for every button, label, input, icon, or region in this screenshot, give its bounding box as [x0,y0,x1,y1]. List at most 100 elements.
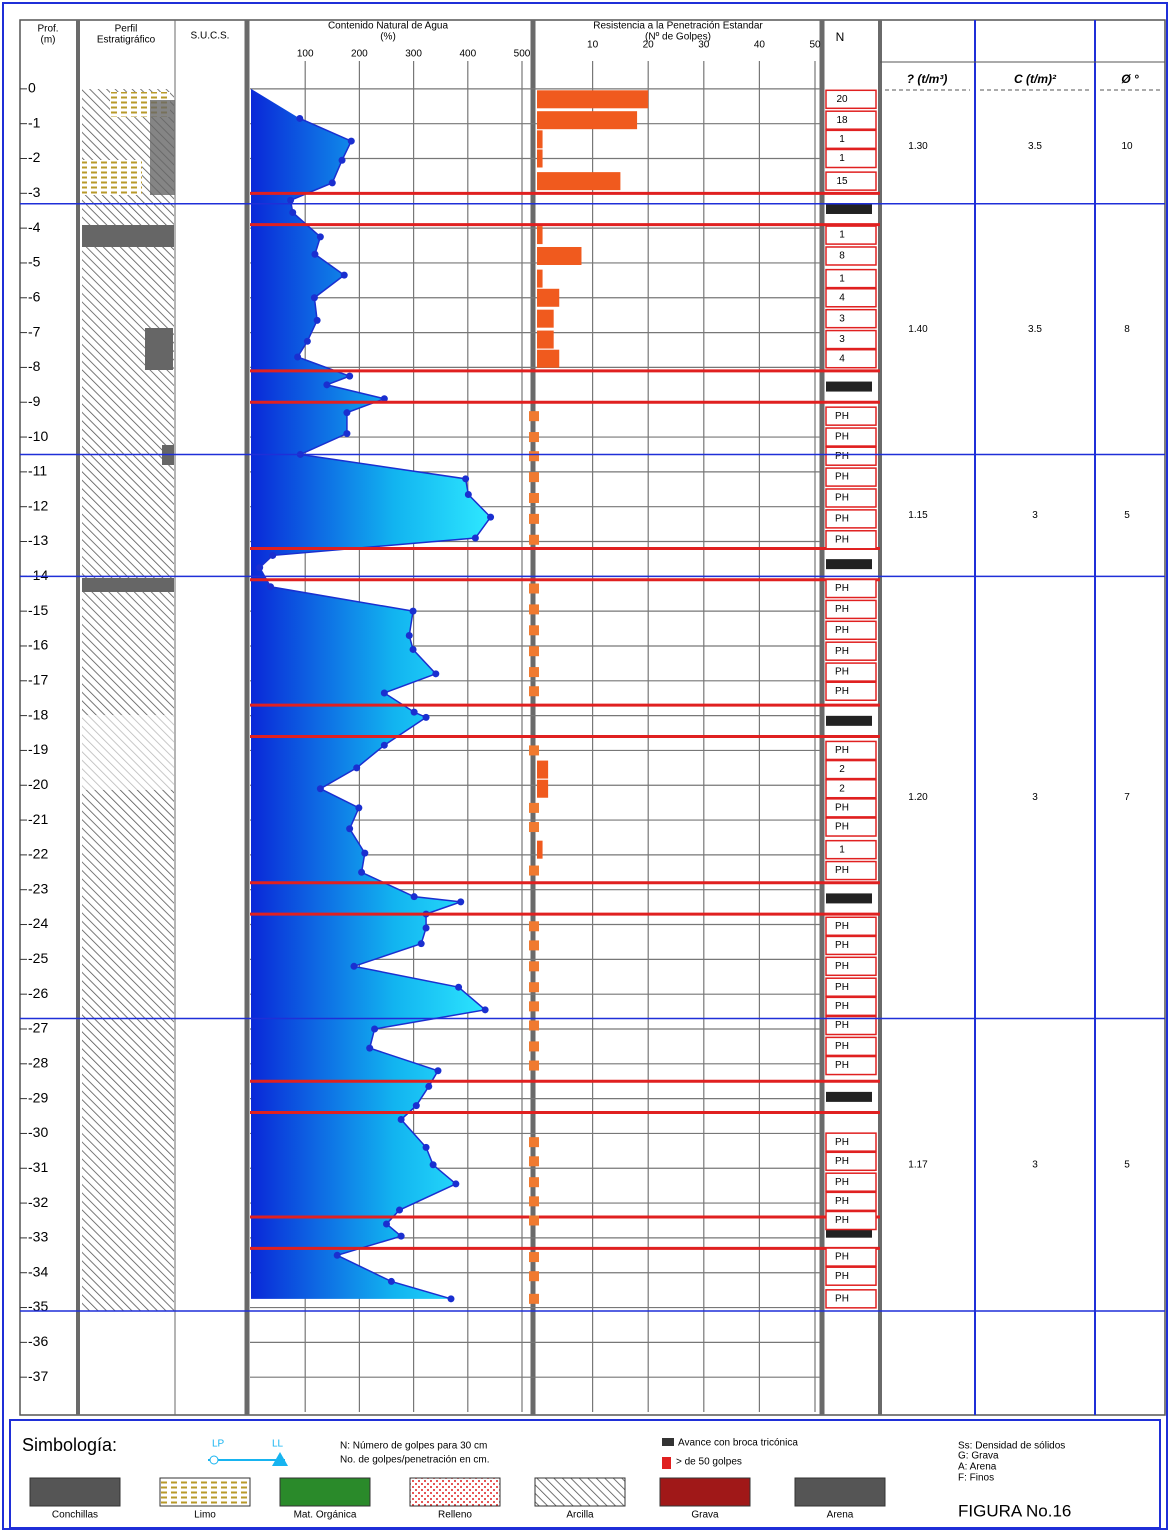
n-label: PH [835,803,849,814]
n-cell [826,799,876,817]
n-cell [826,270,876,288]
y-tick-label: -7 [28,323,41,339]
water-point [447,1295,454,1302]
ph-mark [529,961,539,971]
water-point [371,1025,378,1032]
water-point [425,1083,432,1090]
water-point [432,670,439,677]
n-label: PH [835,822,849,833]
spt-bar [537,172,620,190]
y-tick-label: -17 [28,671,48,687]
legend-swatch-label: Mat. Orgánica [294,1510,357,1521]
water-point [343,409,350,416]
water-point [346,825,353,832]
n-label: 15 [836,176,848,187]
legend-swatch-label: Arcilla [566,1510,594,1521]
legend-symbol [210,1456,218,1464]
water-point [487,514,494,521]
x-tick-label: 40 [754,40,766,51]
y-tick-label: -8 [28,358,41,374]
y-tick-label: -21 [28,811,48,827]
legend-lp: LP [212,1439,225,1450]
legend-abbrev: A: Arena [958,1462,997,1473]
y-tick-label: -9 [28,393,41,409]
header: N [836,30,845,44]
layer-gamma: 1.17 [908,1159,928,1170]
n-cell [826,531,876,549]
n-cell [826,621,876,639]
y-tick-label: -6 [28,288,41,304]
water-point [381,689,388,696]
n-cell [826,917,876,935]
water-point [317,785,324,792]
water-point [304,338,311,345]
n-cell [826,130,876,148]
y-tick-label: -23 [28,880,48,896]
layer-phi: 7 [1124,792,1130,803]
spt-bar [537,841,543,859]
layer-gamma: 1.40 [908,324,928,335]
n-label: PH [835,1271,849,1282]
y-tick-label: -5 [28,254,41,270]
n-cell [826,468,876,486]
header: Prof. [37,24,58,35]
y-tick-label: -3 [28,184,41,200]
ph-mark [529,1021,539,1031]
water-point [423,714,430,721]
tricone-bar [826,382,872,392]
x-tick-label: 200 [351,49,368,60]
y-tick-label: -4 [28,219,41,235]
y-tick-label: -16 [28,637,48,653]
y-tick-label: -14 [28,567,48,583]
ph-mark [529,451,539,461]
header: Perfil [115,24,138,35]
layer-phi: 8 [1124,324,1130,335]
n-label: PH [835,534,849,545]
n-label: 2 [839,764,845,775]
x-tick-label: 400 [459,49,476,60]
n-label: PH [835,745,849,756]
sand-zone [82,578,174,592]
n-cell [826,978,876,996]
water-point [381,742,388,749]
water-point [472,535,479,542]
layer-c: 3 [1032,792,1038,803]
n-cell [826,247,876,265]
ph-mark [529,1041,539,1051]
ph-mark [529,1271,539,1281]
n-cell [826,310,876,328]
n-label: PH [835,667,849,678]
n-label: 4 [839,292,845,303]
y-tick-label: -13 [28,532,48,548]
water-point [323,381,330,388]
n-cell [826,428,876,446]
ph-mark [529,1177,539,1187]
water-point [411,709,418,716]
spt-bar [537,310,554,328]
n-cell [826,761,876,779]
y-tick-label: -1 [28,114,41,130]
n-label: PH [835,940,849,951]
ph-mark [529,1156,539,1166]
n-label: PH [835,1020,849,1031]
n-cell [826,1152,876,1170]
n-cell [826,663,876,681]
n-label: PH [835,472,849,483]
n-cell [826,780,876,798]
water-point [398,1233,405,1240]
legend-swatch [535,1478,625,1506]
water-point [366,1045,373,1052]
figure-label: FIGURA No.16 [958,1501,1071,1520]
water-point [423,1144,430,1151]
n-label: 18 [836,115,848,126]
y-tick-label: -31 [28,1159,48,1175]
water-point [353,764,360,771]
water-point [287,197,294,204]
y-tick-label: -26 [28,985,48,1001]
water-point [267,583,274,590]
y-tick-label: -30 [28,1124,48,1140]
ph-mark [529,1215,539,1225]
sand-zone [82,225,174,247]
spt-bar [537,270,543,288]
tricone-bar [826,893,872,903]
